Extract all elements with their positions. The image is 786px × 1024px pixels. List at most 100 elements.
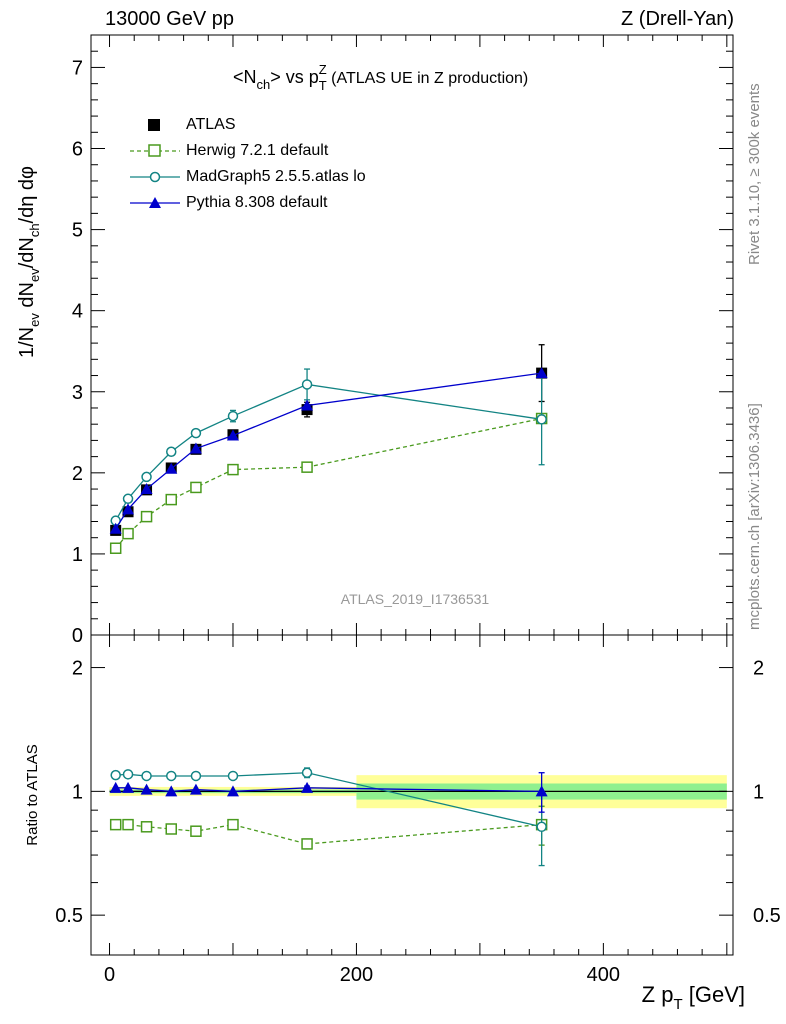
main-point-pythia bbox=[122, 503, 135, 515]
main-point-herwig bbox=[301, 461, 313, 473]
main-series-atlas bbox=[110, 344, 548, 536]
main-series-pythia bbox=[109, 367, 548, 534]
main-y-axis-label-part: dN bbox=[16, 282, 38, 313]
legend-item-pythia: Pythia 8.308 default bbox=[130, 190, 366, 216]
ratio-point-madgraph bbox=[122, 769, 134, 780]
ratio-line-herwig bbox=[115, 823, 542, 845]
chart-title-part: <N bbox=[233, 67, 257, 87]
ratio-point-herwig bbox=[109, 818, 122, 831]
ratio-point-pythia bbox=[165, 785, 178, 797]
ratio-y-tick-label-right: 0.5 bbox=[753, 905, 781, 927]
main-y-axis-label-part: ch bbox=[27, 223, 42, 237]
main-point-herwig bbox=[122, 527, 134, 540]
ratio-point-herwig bbox=[301, 838, 313, 850]
main-point-pythia bbox=[165, 462, 178, 474]
main-point-madgraph bbox=[536, 414, 547, 425]
main-y-axis-label-part: ev bbox=[27, 268, 42, 282]
legend-item-atlas: ATLAS bbox=[130, 112, 366, 138]
main-point-madgraph bbox=[227, 410, 239, 422]
main-point-pythia bbox=[140, 483, 153, 495]
ratio-point-herwig bbox=[165, 823, 177, 835]
ratio-point-pythia bbox=[301, 781, 314, 793]
ratio-point-pythia bbox=[189, 783, 202, 795]
ratio-bands bbox=[109, 775, 727, 809]
main-point-pythia bbox=[226, 429, 239, 441]
ratio-point-madgraph bbox=[190, 770, 202, 782]
mcplots-reference-label: mcplots.cern.ch [arXiv:1306.3436] bbox=[746, 403, 763, 630]
rivet-version-label: Rivet 3.1.10, ≥ 300k events bbox=[746, 83, 763, 265]
ratio-y-tick-label-left: 1 bbox=[72, 781, 83, 803]
main-point-herwig bbox=[190, 481, 202, 494]
main-y-tick-label: 1 bbox=[72, 544, 83, 566]
legend-item-madgraph: MadGraph5 2.5.5.atlas lo bbox=[130, 164, 366, 190]
main-line-pythia bbox=[115, 372, 542, 530]
x-axis-label-part: T bbox=[673, 996, 682, 1013]
main-line-madgraph bbox=[115, 383, 542, 521]
ratio-frame bbox=[90, 634, 734, 956]
legend-atlas-label: ATLAS bbox=[186, 116, 236, 133]
ratio-point-madgraph bbox=[227, 770, 239, 782]
ratio-point-pythia bbox=[140, 783, 153, 795]
legend-item-herwig: Herwig 7.2.1 default bbox=[130, 138, 366, 164]
header-right-label: Z (Drell-Yan) bbox=[621, 8, 734, 30]
ratio-y-tick-label-right: 1 bbox=[753, 781, 764, 803]
main-y-axis-label: 1/Nev dNev/dNch/dη dφ bbox=[16, 166, 42, 358]
legend-herwig-marker-icon bbox=[130, 144, 180, 157]
ratio-point-madgraph bbox=[536, 821, 547, 833]
chart-title-part: Z bbox=[319, 62, 327, 77]
main-point-herwig bbox=[140, 510, 153, 523]
chart-title: <Nch> vs pZ T (ATLAS UE in Z production) bbox=[233, 62, 528, 93]
ratio-point-madgraph bbox=[166, 770, 177, 782]
header-left-label: 13000 GeV pp bbox=[105, 8, 234, 30]
ratio-point-pythia bbox=[226, 785, 239, 797]
legend-pythia-marker-icon bbox=[130, 197, 180, 208]
main-point-pythia bbox=[535, 367, 548, 379]
main-line-herwig bbox=[115, 417, 542, 549]
ratio-y-tick-label-left: 0.5 bbox=[55, 905, 83, 927]
main-point-madgraph bbox=[301, 379, 313, 390]
main-y-tick-label: 2 bbox=[72, 463, 83, 485]
ratio-point-pythia bbox=[535, 785, 548, 797]
ratio-point-herwig bbox=[190, 825, 202, 837]
main-y-axis-label-part: 1/N bbox=[16, 327, 38, 358]
ratio-point-herwig bbox=[122, 818, 134, 831]
main-y-tick-label: 7 bbox=[72, 57, 83, 79]
main-y-tick-label: 3 bbox=[72, 382, 83, 404]
main-y-axis-label-part: /dη dφ bbox=[16, 166, 38, 223]
x-axis-label: Z pT [GeV] bbox=[642, 982, 745, 1013]
main-y-tick-label: 6 bbox=[72, 139, 83, 161]
ratio-series-pythia bbox=[109, 772, 548, 813]
legend-madgraph-marker-icon bbox=[130, 171, 180, 183]
main-point-pythia bbox=[301, 399, 314, 411]
chart-title-part: T bbox=[319, 78, 327, 93]
main-y-axis-label-part: /dN bbox=[16, 237, 38, 268]
chart-title-part: > vs p bbox=[270, 67, 319, 87]
main-y-tick-label: 5 bbox=[72, 220, 83, 242]
ratio-y-axis-label: Ratio to ATLAS bbox=[24, 744, 41, 845]
main-point-herwig bbox=[165, 493, 177, 506]
main-y-tick-label: 0 bbox=[72, 625, 83, 647]
ratio-point-madgraph bbox=[110, 769, 121, 781]
ratio-point-pythia bbox=[109, 781, 122, 793]
main-point-madgraph bbox=[190, 427, 202, 439]
x-tick-label: 0 bbox=[104, 964, 115, 986]
main-y-tick-label: 4 bbox=[72, 301, 83, 323]
ratio-point-pythia bbox=[122, 781, 135, 793]
main-point-pythia bbox=[109, 522, 122, 534]
main-y-axis-label-part: ev bbox=[27, 313, 42, 327]
ratio-y-tick-label-right: 2 bbox=[753, 658, 764, 680]
x-tick-label: 400 bbox=[587, 964, 620, 986]
main-point-herwig bbox=[109, 542, 122, 554]
analysis-watermark: ATLAS_2019_I1736531 bbox=[341, 591, 490, 607]
legend-herwig-label: Herwig 7.2.1 default bbox=[186, 142, 329, 159]
main-point-herwig bbox=[227, 463, 239, 476]
main-series-herwig bbox=[109, 412, 548, 554]
x-axis-label-part: [GeV] bbox=[683, 982, 745, 1007]
main-series-madgraph bbox=[110, 368, 547, 526]
chart-title-part: ch bbox=[257, 77, 271, 92]
ratio-point-herwig bbox=[140, 821, 153, 833]
legend-atlas-marker-icon bbox=[148, 119, 160, 131]
ratio-point-herwig bbox=[227, 818, 239, 831]
legend-madgraph-label: MadGraph5 2.5.5.atlas lo bbox=[186, 168, 366, 185]
